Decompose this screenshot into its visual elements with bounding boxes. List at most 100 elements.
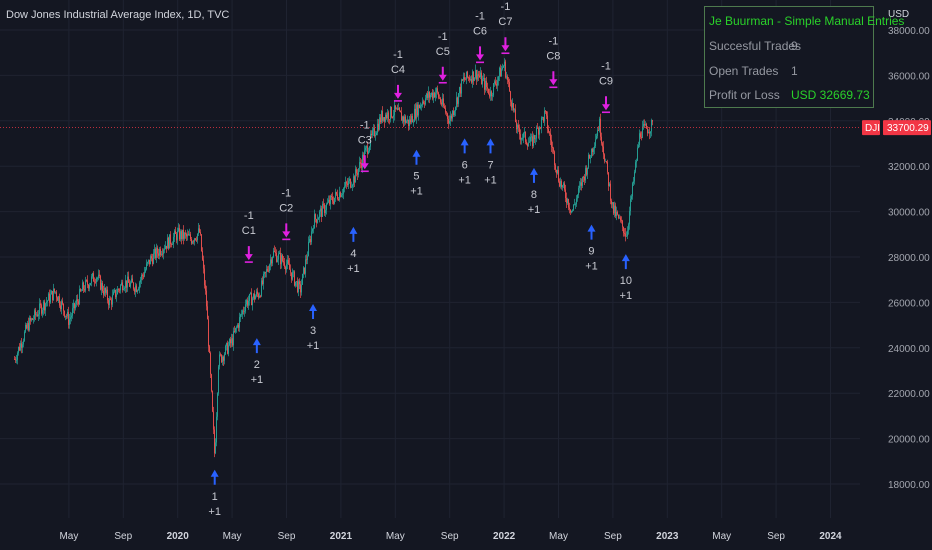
candle-body [229,339,230,346]
sell-signal[interactable]: -1C6 [473,10,487,64]
candle-body [81,290,82,292]
candle-body [454,111,455,115]
candle-body [477,74,478,80]
candle-body [45,303,46,311]
candle-body [120,285,121,291]
candle-body [409,119,410,126]
candle-body [167,237,168,249]
candle-body [222,356,223,363]
buy-signal[interactable]: 8+1 [528,167,541,216]
up-arrow-icon [309,304,318,320]
sell-signal[interactable]: -1C2 [279,187,293,241]
candle-body [214,429,215,454]
candle-body [639,133,640,146]
candle-body [122,282,123,290]
candle-body [432,92,433,99]
candle-body [25,324,26,332]
candle-body [129,282,130,287]
candle-body [383,117,384,121]
candle-body [142,274,143,276]
buy-signal[interactable]: 10+1 [620,254,633,302]
sell-signal[interactable]: -1C8 [546,35,560,89]
candle-body [641,136,642,138]
buy-signal[interactable]: 2+1 [251,338,264,386]
buy-signal[interactable]: 3+1 [307,304,320,352]
buy-signal[interactable]: 4+1 [347,226,360,275]
candle-body [523,133,524,138]
candle-body [83,282,84,290]
buy-signal[interactable]: 6+1 [458,138,471,186]
candle-body [160,249,161,255]
candle-body [482,78,483,85]
candle-body [323,203,324,205]
candle-body [536,127,537,139]
candle-body [337,194,338,199]
sell-signal[interactable]: -1C4 [391,49,405,102]
candle-body [629,211,630,225]
price-axis[interactable]: 38000.0036000.0034000.0032000.0030000.00… [888,26,930,491]
y-tick-label: 36000.00 [888,71,930,82]
sell-signal-label: C9 [599,75,613,87]
sell-signal-result: -1 [393,49,403,61]
candle-body [271,259,272,264]
sell-signal-result: -1 [438,31,448,43]
candle-body [217,393,218,417]
up-arrow-icon [587,224,596,240]
candle-body [448,118,449,124]
candle-body [459,87,460,94]
candle-body [440,98,441,103]
candle-body [602,143,603,147]
candle-body [132,278,133,283]
candle-body [152,258,153,264]
candle-body [127,276,128,288]
buy-signal[interactable]: 7+1 [484,138,497,186]
buy-signal-result: +1 [528,204,541,216]
candle-body [230,339,231,344]
sell-signal[interactable]: -1C3 [358,119,372,173]
candle-body [20,343,21,351]
candle-body [537,127,538,129]
candle-body [107,289,108,301]
candle-body [633,181,634,184]
buy-signal-result: +1 [251,374,264,386]
candle-body [147,262,148,264]
candle-body [91,276,92,284]
buy-signal[interactable]: 5+1 [410,149,423,198]
candle-body [341,194,342,197]
sell-signal[interactable]: -1C7 [498,1,512,55]
candle-body [622,220,623,227]
candle-body [575,204,576,205]
sell-signal[interactable]: -1C5 [436,31,450,84]
candle-body [319,211,320,218]
trade-markers: 1+1 2+1 3+1 4+1 5+1 6+1 7+1 8+1 9+1 10+1 -1C1 -1C2 -… [208,1,632,518]
sell-signal-label: C3 [358,134,372,146]
candle-body [308,241,309,257]
candle-body [125,280,126,288]
candle-body [553,148,554,152]
candle-body [218,366,219,394]
candle-body [495,81,496,85]
open-trades-label: Open Trades [709,64,779,78]
buy-signal[interactable]: 1+1 [208,469,221,518]
sell-signal[interactable]: -1C1 [242,210,256,263]
candle-body [389,119,390,121]
candle-body [283,261,284,263]
candle-body [22,344,23,348]
buy-signal[interactable]: 9+1 [585,224,598,273]
time-axis[interactable]: May Sep 2020 May Sep 2021 May Sep 2022 May Sep 2023… [59,531,842,542]
candle-body [596,135,597,140]
candle-body [513,103,514,111]
sell-signal[interactable]: -1C9 [599,60,613,114]
candle-body [201,234,202,251]
candle-body [258,293,259,298]
candle-body [367,146,368,154]
candle-body [396,108,397,110]
candle-body [223,356,224,361]
candle-body [243,310,244,312]
candle-body [51,290,52,295]
candle-body [564,183,565,190]
candle-body [178,228,179,231]
candle-body [241,314,242,316]
candle-body [573,204,574,211]
candle-body [166,245,167,249]
